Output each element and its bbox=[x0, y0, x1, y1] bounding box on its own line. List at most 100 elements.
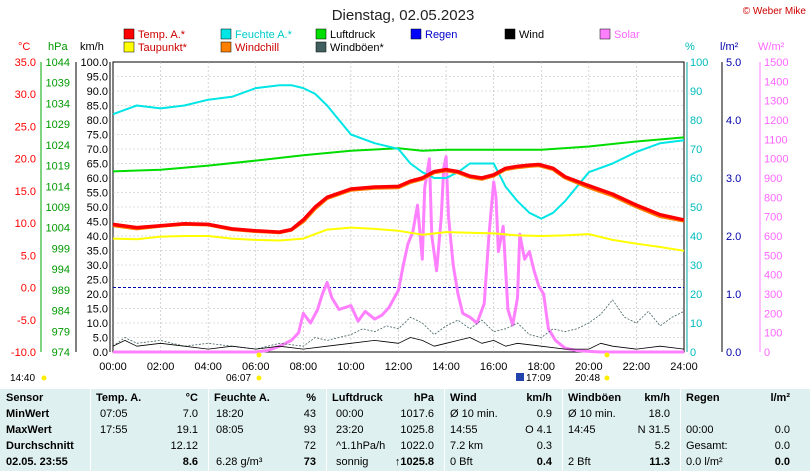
rain-tick-label: 4.0 bbox=[726, 115, 741, 127]
grid bbox=[113, 62, 684, 352]
rain-value: 0.0 bbox=[774, 440, 790, 452]
legend-swatch bbox=[599, 28, 611, 40]
wind-tick-label: 25.0 bbox=[87, 275, 108, 287]
temp-value: 8.6 bbox=[182, 456, 198, 468]
legend-swatch bbox=[220, 28, 232, 40]
legend-label: Windböen* bbox=[330, 42, 385, 54]
axis-note-left: 14:40 bbox=[10, 373, 35, 384]
table-divider bbox=[680, 389, 681, 471]
legend-label: Regen bbox=[425, 29, 457, 41]
wind-tick-label: 5.0 bbox=[93, 333, 108, 345]
table-header: Feuchte A. bbox=[214, 392, 270, 404]
legend-swatch bbox=[123, 41, 135, 53]
temp-tick-label: 25.0 bbox=[15, 121, 36, 133]
rain-tick-label: 5.0 bbox=[726, 57, 741, 69]
humidity-tick-label: 50 bbox=[690, 202, 702, 214]
x-tick-label: 06:00 bbox=[242, 361, 270, 373]
pressure-value: 1017.6 bbox=[400, 408, 434, 420]
table-header: Sensor bbox=[6, 392, 44, 404]
rain-label: Gesamt: bbox=[686, 440, 728, 452]
wind-tick-label: 85.0 bbox=[87, 101, 108, 113]
wind-tick-label: 80.0 bbox=[87, 115, 108, 127]
table-header: Luftdruck bbox=[332, 392, 383, 404]
solar-axis: 1500140013001200110010009008007006005004… bbox=[764, 57, 788, 359]
wind-value: O 4.1 bbox=[525, 424, 552, 436]
solar-tick-label: 1100 bbox=[764, 134, 788, 146]
pressure-time: 00:00 bbox=[336, 408, 364, 420]
pressure-tick-label: 1034 bbox=[46, 98, 70, 110]
humidity-time: 6.28 g/m³ bbox=[216, 456, 263, 468]
row-label: MinWert bbox=[6, 408, 50, 420]
wind-label: 14:55 bbox=[450, 424, 478, 436]
table-header: Temp. A. bbox=[96, 392, 142, 404]
x-tick-label: 22:00 bbox=[623, 361, 651, 373]
rain-tick-label: 3.0 bbox=[726, 173, 741, 185]
legend-label: Temp. A.* bbox=[138, 29, 186, 41]
rain-label: 0.0 l/m² bbox=[686, 456, 723, 468]
humidity-time: 08:05 bbox=[216, 424, 244, 436]
plot-area bbox=[112, 84, 685, 354]
x-tick-label: 16:00 bbox=[480, 361, 508, 373]
wind-axis: 100.0 95.0 90.0 85.0 80.0 75.0 70.0 65.0 60.0 55.… bbox=[80, 57, 108, 359]
wind-label: 0 Bft bbox=[450, 456, 473, 468]
pressure-tick-label: 1024 bbox=[46, 140, 70, 152]
gust-label: 2 Bft bbox=[568, 456, 591, 468]
solar-tick-label: 1300 bbox=[764, 96, 788, 108]
temp-tick-label: 10.0 bbox=[15, 218, 36, 230]
pressure-tick-label: 989 bbox=[52, 285, 70, 297]
weather-chart: Dienstag, 02.05.2023 © Weber Mike Temp. … bbox=[10, 6, 807, 384]
humidity-tick-label: 90 bbox=[690, 86, 702, 98]
table-divider bbox=[562, 389, 563, 471]
pressure-unit: hPa bbox=[48, 41, 68, 53]
rain-value: 0.0 bbox=[774, 456, 790, 468]
solar-tick-label: 1200 bbox=[764, 115, 788, 127]
temp-tick-label: 20.0 bbox=[15, 154, 36, 166]
legend-item: Windböen* bbox=[315, 41, 385, 54]
humidity-tick-label: 10 bbox=[690, 318, 702, 330]
legend-item: Solar bbox=[599, 28, 640, 41]
rain-label: 00:00 bbox=[686, 424, 714, 436]
table-header: Regen bbox=[686, 392, 720, 404]
row-label: Durchschnitt bbox=[6, 440, 74, 452]
gust-value: 5.2 bbox=[654, 440, 670, 452]
table-header: km/h bbox=[644, 392, 670, 404]
legend-label: Solar bbox=[614, 29, 640, 41]
chart-title: Dienstag, 02.05.2023 bbox=[332, 7, 475, 24]
row-label: 02.05. 23:55 bbox=[6, 456, 68, 468]
humidity-value: 43 bbox=[303, 408, 316, 420]
wind-tick-label: 70.0 bbox=[87, 144, 108, 156]
x-tick-label: 18:00 bbox=[527, 361, 555, 373]
humidity-time: 18:20 bbox=[216, 408, 244, 420]
humidity-tick-label: 100 bbox=[690, 57, 708, 69]
table-header: Wind bbox=[450, 392, 477, 404]
row-label: MaxWert bbox=[6, 424, 52, 436]
solar-tick-label: 800 bbox=[764, 192, 782, 204]
temp-axis: 35.0 30.0 25.0 20.0 15.0 10.0 5.0 0.0 -5.0 -10.0 bbox=[11, 57, 36, 359]
wind-tick-label: 20.0 bbox=[87, 289, 108, 301]
legend-item: Temp. A.* bbox=[123, 28, 186, 41]
humidity-tick-label: 80 bbox=[690, 115, 702, 127]
pressure-value: 1025.8 bbox=[400, 424, 434, 436]
pressure-tick-label: 1014 bbox=[46, 181, 70, 193]
statistics-table: Sensor Temp. A. °C Feuchte A.% Luftdruck hPa W… bbox=[0, 389, 810, 471]
wind-tick-label: 40.0 bbox=[87, 231, 108, 243]
rain-tick-label: 0.0 bbox=[726, 347, 741, 359]
solar-tick-label: 600 bbox=[764, 231, 782, 243]
wind-value: 0.9 bbox=[536, 408, 552, 420]
sunset-axis-marker bbox=[604, 352, 610, 358]
pressure-tick-label: 1019 bbox=[46, 161, 70, 173]
solar-tick-label: 400 bbox=[764, 270, 782, 282]
table-divider bbox=[90, 389, 91, 471]
wind-tick-label: 30.0 bbox=[87, 260, 108, 272]
pressure-tick-label: 1009 bbox=[46, 202, 70, 214]
wind-tick-label: 55.0 bbox=[87, 188, 108, 200]
legend-item: Feuchte A.* bbox=[220, 28, 293, 41]
x-axis: 00:00 02:00 04:00 06:00 08:00 10:00 12:00 14:00… bbox=[99, 361, 698, 373]
temp-tick-label: 5.0 bbox=[21, 250, 36, 262]
temp-tick-label: 30.0 bbox=[15, 89, 36, 101]
copyright: © Weber Mike bbox=[743, 6, 807, 17]
legend-label: Windchill bbox=[235, 42, 279, 54]
temp-value: 19.1 bbox=[176, 424, 198, 436]
x-axis-markers: 14:40 06:07 17:09 20:48 bbox=[10, 352, 610, 384]
temp-value: 7.0 bbox=[182, 408, 198, 420]
